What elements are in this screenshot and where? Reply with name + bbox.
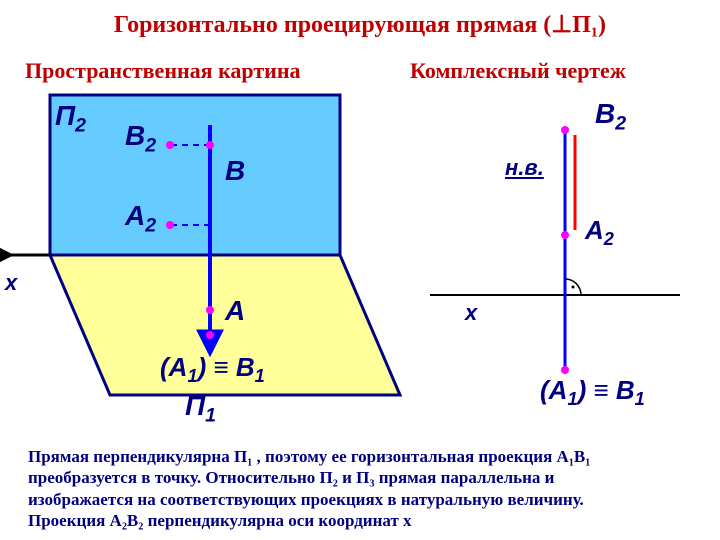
label-A2: А2 xyxy=(585,215,614,250)
label-Pi2: П2 xyxy=(55,100,86,138)
label-B: В xyxy=(225,155,245,187)
point-a2 xyxy=(166,221,174,229)
point-a2-c xyxy=(561,231,569,239)
main-title: Горизонтально проецирующая прямая (⊥П₁) xyxy=(0,10,720,39)
point-b2-c xyxy=(561,126,569,134)
label-nv: н.в. xyxy=(505,155,544,181)
subtitle-right: Комплексный чертеж xyxy=(410,58,626,84)
label-B2: В2 xyxy=(595,98,626,136)
label-B2: В2 xyxy=(125,120,156,158)
label-Pi1: П1 xyxy=(185,390,216,428)
point-b xyxy=(206,141,214,149)
label-x: х xyxy=(5,270,17,296)
point-a1b1 xyxy=(206,331,214,339)
point-b2 xyxy=(166,141,174,149)
label-A: А xyxy=(225,295,245,327)
explanation-text: Прямая перпендикулярна П₁ , поэтому ее г… xyxy=(28,446,590,531)
subtitle-left: Пространственная картина xyxy=(25,58,301,84)
label-A1B1: (А1) ≡ В1 xyxy=(160,352,265,387)
label-x: х xyxy=(465,300,477,326)
label-A2: А2 xyxy=(125,200,156,238)
point-a xyxy=(206,306,214,314)
label-A1B1: (А1) ≡ В1 xyxy=(540,375,645,410)
point-a1b1-c xyxy=(561,366,569,374)
pi2-plane xyxy=(50,95,340,255)
